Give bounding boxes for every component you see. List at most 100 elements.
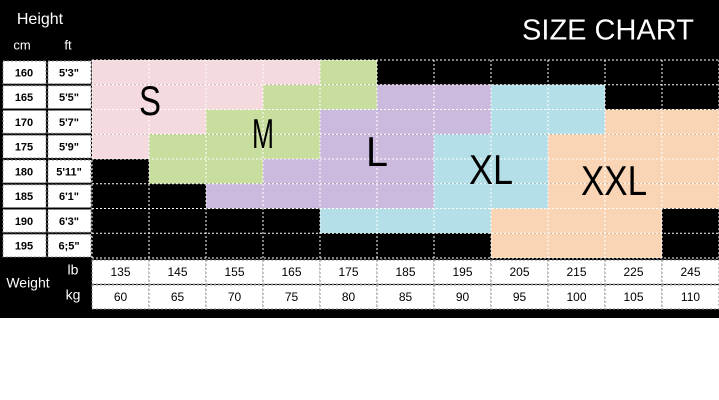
- size-label: S: [139, 77, 161, 124]
- kg-value: 105: [623, 290, 643, 304]
- kg-value: 100: [566, 290, 586, 304]
- cm-cell: [2, 85, 47, 109]
- cm-cell: [2, 159, 47, 184]
- size-cell: [206, 159, 263, 184]
- lb-value: 205: [509, 265, 529, 279]
- size-cell: [92, 233, 149, 258]
- size-cell: [320, 233, 377, 258]
- ft-value: 5'9": [59, 142, 79, 154]
- size-cell: [434, 134, 491, 159]
- size-cell: [434, 159, 491, 184]
- lb-cell: [547, 259, 606, 285]
- size-cell: [605, 208, 662, 234]
- size-cell: [149, 134, 206, 159]
- kg-cell: [433, 284, 492, 310]
- ft-value: 5'11": [56, 166, 82, 178]
- size-label: L: [366, 128, 388, 175]
- lb-cell: [262, 259, 321, 285]
- size-cell: [662, 134, 719, 159]
- size-label: M: [252, 110, 274, 157]
- size-cell: [434, 208, 491, 234]
- cm-cell: [2, 184, 47, 208]
- size-cell: [434, 84, 491, 110]
- size-cell: [320, 84, 377, 110]
- size-cell: [92, 208, 149, 234]
- size-label: XL: [469, 146, 513, 193]
- size-cell: [491, 60, 548, 85]
- size-cell: [548, 134, 605, 159]
- size-cell: [92, 159, 149, 184]
- size-cell: [263, 134, 320, 159]
- size-cell: [206, 183, 263, 209]
- size-cell: [605, 134, 662, 159]
- size-cell: [434, 60, 491, 85]
- kg-cell: [148, 284, 207, 310]
- size-cell: [206, 109, 263, 135]
- kg-cell: [376, 284, 435, 310]
- lb-cell: [433, 259, 492, 285]
- kg-value: 80: [342, 290, 356, 304]
- lb-cell: [91, 259, 150, 285]
- ft-value: 6'3": [59, 216, 79, 228]
- cm-value: 180: [15, 166, 33, 178]
- size-cell: [206, 233, 263, 258]
- kg-cell: [547, 284, 606, 310]
- lb-value: 195: [452, 265, 472, 279]
- size-cell: [320, 183, 377, 209]
- size-cell: [548, 84, 605, 110]
- size-cell: [149, 208, 206, 234]
- kg-cell: [490, 284, 549, 310]
- size-cell: [149, 183, 206, 209]
- weight-label: Weight: [6, 275, 49, 291]
- size-cell: [491, 233, 548, 258]
- size-cell: [263, 60, 320, 85]
- kg-cell: [91, 284, 150, 310]
- size-label: XXL: [581, 157, 647, 204]
- kg-value: 90: [456, 290, 470, 304]
- size-cell: [377, 208, 434, 234]
- size-cell: [662, 233, 719, 258]
- size-cell: [206, 134, 263, 159]
- size-cell: [377, 183, 434, 209]
- size-cell: [434, 183, 491, 209]
- size-cell: [548, 109, 605, 135]
- size-cell: [548, 183, 605, 209]
- lb-value: 145: [167, 265, 187, 279]
- size-cell: [377, 60, 434, 85]
- kg-value: 85: [399, 290, 413, 304]
- size-cell: [491, 109, 548, 135]
- cm-value: 190: [15, 216, 33, 228]
- size-cell: [377, 109, 434, 135]
- size-cell: [605, 84, 662, 110]
- size-cell: [662, 183, 719, 209]
- cm-value: 170: [15, 117, 33, 129]
- cm-cell: [2, 60, 47, 85]
- size-cell: [605, 60, 662, 85]
- kg-cell: [604, 284, 663, 310]
- kg-value: 75: [285, 290, 299, 304]
- size-cell: [548, 208, 605, 234]
- ft-value: 6'1": [59, 191, 79, 203]
- lb-value: 245: [680, 265, 700, 279]
- ft-value: 6;5": [58, 241, 79, 253]
- cm-value: 160: [15, 67, 33, 79]
- kg-label: kg: [66, 287, 81, 303]
- ft-value: 5'7": [59, 117, 79, 129]
- size-cell: [263, 208, 320, 234]
- lb-value: 215: [566, 265, 586, 279]
- height-label: Height: [17, 11, 64, 28]
- size-cell: [320, 159, 377, 184]
- lb-cell: [490, 259, 549, 285]
- lb-cell: [661, 259, 719, 285]
- ft-cell: [47, 159, 92, 184]
- size-cell: [377, 233, 434, 258]
- kg-value: 65: [171, 290, 185, 304]
- size-cell: [662, 60, 719, 85]
- size-cell: [491, 134, 548, 159]
- size-cell: [149, 233, 206, 258]
- lb-value: 185: [395, 265, 415, 279]
- size-cell: [605, 109, 662, 135]
- size-cell: [92, 109, 149, 135]
- kg-cell: [661, 284, 719, 310]
- ft-cell: [47, 184, 92, 208]
